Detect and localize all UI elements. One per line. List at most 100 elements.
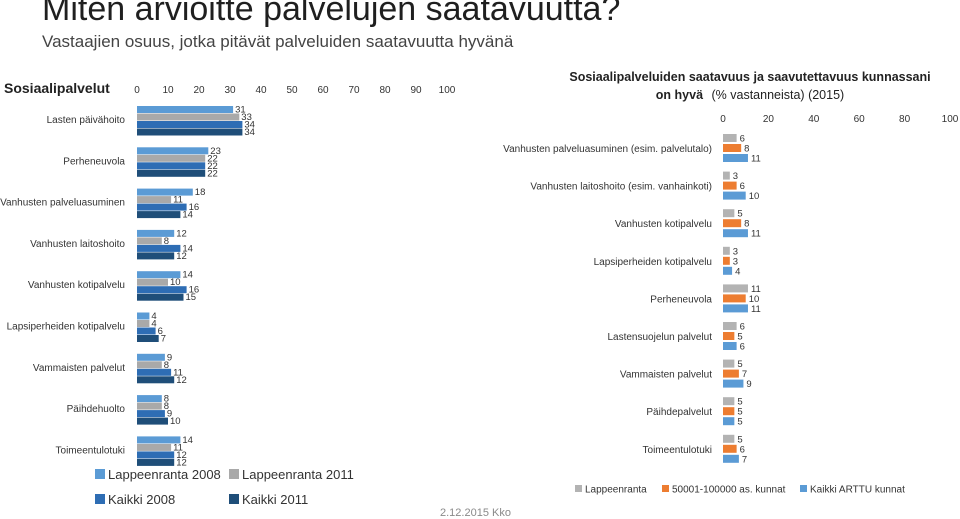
left-value-label-1-1: 22	[207, 153, 218, 164]
left-x-tick-5: 50	[286, 85, 298, 96]
left-bar-8-3	[137, 458, 175, 466]
left-category-label-0: Lasten päivähoito	[47, 115, 126, 126]
right-bar-0-2	[723, 154, 748, 162]
left-value-label-1-0: 23	[210, 146, 221, 157]
left-value-label-1-2: 22	[207, 161, 218, 172]
right-bar-7-2	[723, 417, 735, 426]
left-bar-1-2	[137, 162, 206, 170]
left-value-label-2-2: 16	[189, 202, 200, 213]
right-category-label-8: Toimeentulotuki	[643, 445, 712, 456]
right-chart-x-ticks: 0 20 40 60 80 100	[720, 114, 959, 125]
left-value-label-2-0: 18	[195, 187, 206, 198]
right-bar-8-0	[723, 434, 735, 443]
left-bar-8-2	[137, 451, 175, 459]
right-bar-8-1	[723, 444, 737, 453]
left-x-tick-4: 40	[255, 85, 267, 96]
right-x-tick-2: 40	[808, 114, 820, 125]
left-category-label-1: Perheneuvola	[63, 156, 125, 167]
right-legend-label-2: Kaikki ARTTU kunnat	[810, 485, 905, 496]
left-category-label-2: Vanhusten palveluasuminen	[0, 198, 125, 209]
left-value-label-3-2: 14	[182, 243, 193, 254]
left-value-label-7-0: 8	[164, 394, 169, 405]
left-bar-8-0	[137, 436, 181, 444]
left-value-label-6-2: 11	[173, 367, 183, 378]
left-value-label-6-1: 8	[164, 360, 169, 371]
left-value-label-8-2: 12	[176, 450, 187, 461]
right-value-label-0-1: 8	[744, 144, 749, 155]
right-bar-6-1	[723, 369, 739, 378]
left-value-label-5-0: 4	[151, 311, 156, 322]
right-category-label-6: Vammaisten palvelut	[620, 370, 712, 381]
left-value-label-0-1: 33	[241, 112, 252, 123]
left-bar-5-0	[137, 312, 150, 320]
left-value-label-0-3: 34	[244, 127, 255, 138]
left-value-label-5-1: 4	[151, 319, 156, 330]
left-value-label-6-0: 9	[167, 352, 172, 363]
left-bar-1-1	[137, 154, 206, 162]
right-value-label-2-2: 11	[751, 229, 761, 240]
left-legend-swatch-1	[229, 469, 239, 479]
page-title: Miten arvioitte palvelujen saatavuutta?	[42, 0, 621, 28]
right-bar-8-2	[723, 454, 739, 463]
left-legend-swatch-0	[95, 469, 105, 479]
left-value-label-4-3: 15	[186, 292, 197, 303]
right-bar-1-0	[723, 171, 730, 180]
left-value-label-1-3: 22	[207, 168, 218, 179]
left-bar-5-3	[137, 335, 159, 342]
left-chart-legend: Lappeenranta 2008 Lappeenranta 2011 Kaikki…	[95, 467, 354, 507]
right-category-label-2: Vanhusten kotipalvelu	[615, 219, 712, 230]
right-value-label-5-2: 6	[740, 342, 745, 353]
left-bar-4-1	[137, 278, 168, 286]
left-x-tick-6: 60	[317, 85, 329, 96]
left-bar-0-3	[137, 128, 243, 136]
left-category-label-8: Toimeentulotuki	[56, 445, 125, 456]
right-legend-swatch-0	[575, 485, 582, 492]
right-legend-swatch-2	[800, 485, 807, 492]
left-bar-5-1	[137, 320, 150, 327]
left-bar-3-3	[137, 252, 175, 260]
left-bar-6-3	[137, 376, 175, 384]
left-bar-0-0	[137, 106, 234, 113]
left-legend-label-0: Lappeenranta 2008	[108, 467, 221, 482]
left-x-tick-9: 90	[410, 85, 422, 96]
right-value-label-6-0: 5	[737, 359, 742, 370]
left-bar-3-2	[137, 244, 181, 252]
right-x-tick-5: 100	[942, 114, 959, 125]
left-category-label-7: Päihdehuolto	[67, 404, 126, 415]
left-legend-swatch-2	[95, 494, 105, 504]
left-value-label-5-3: 7	[161, 334, 166, 345]
right-value-label-3-1: 3	[733, 256, 738, 267]
right-bar-5-2	[723, 342, 737, 350]
left-category-label-3: Vanhusten laitoshoito	[30, 239, 125, 250]
left-value-label-0-0: 31	[235, 105, 246, 116]
right-chart-categories: Vanhusten palveluasuminen (esim. palvelu…	[503, 144, 712, 456]
right-chart-title-note: (% vastanneista) (2015)	[712, 88, 845, 102]
left-legend-label-1: Lappeenranta 2011	[242, 467, 354, 482]
right-value-label-5-0: 6	[740, 322, 745, 333]
left-value-label-5-2: 6	[158, 326, 163, 337]
left-value-label-2-1: 11	[173, 195, 183, 206]
left-value-label-7-3: 10	[170, 416, 181, 427]
footer-date: 2.12.2015 Kko	[440, 507, 511, 519]
left-bar-0-1	[137, 113, 240, 121]
right-bar-5-1	[723, 332, 735, 340]
left-bar-1-0	[137, 147, 209, 155]
right-chart-title-line2-group: on hyvä (% vastanneista) (2015)	[656, 86, 844, 103]
right-bar-4-2	[723, 304, 748, 313]
right-legend-label-1: 50001-100000 as. kunnat	[672, 485, 786, 496]
left-value-label-8-0: 14	[182, 435, 193, 446]
right-value-label-2-1: 8	[744, 219, 749, 230]
left-legend-label-3: Kaikki 2011	[242, 492, 308, 507]
left-value-label-0-2: 34	[244, 120, 255, 131]
left-bar-1-3	[137, 169, 206, 177]
right-value-label-3-2: 4	[735, 266, 740, 277]
right-value-label-1-2: 10	[749, 191, 760, 202]
right-chart-legend: Lappeenranta 50001-100000 as. kunnat Kaikk…	[575, 485, 905, 496]
left-value-label-6-3: 12	[176, 375, 187, 386]
left-value-label-2-3: 14	[182, 210, 193, 221]
page-subtitle: Vastaajien osuus, jotka pitävät palvelui…	[42, 32, 514, 51]
left-legend-swatch-3	[229, 494, 239, 504]
left-category-label-5: Lapsiperheiden kotipalvelu	[7, 322, 125, 333]
